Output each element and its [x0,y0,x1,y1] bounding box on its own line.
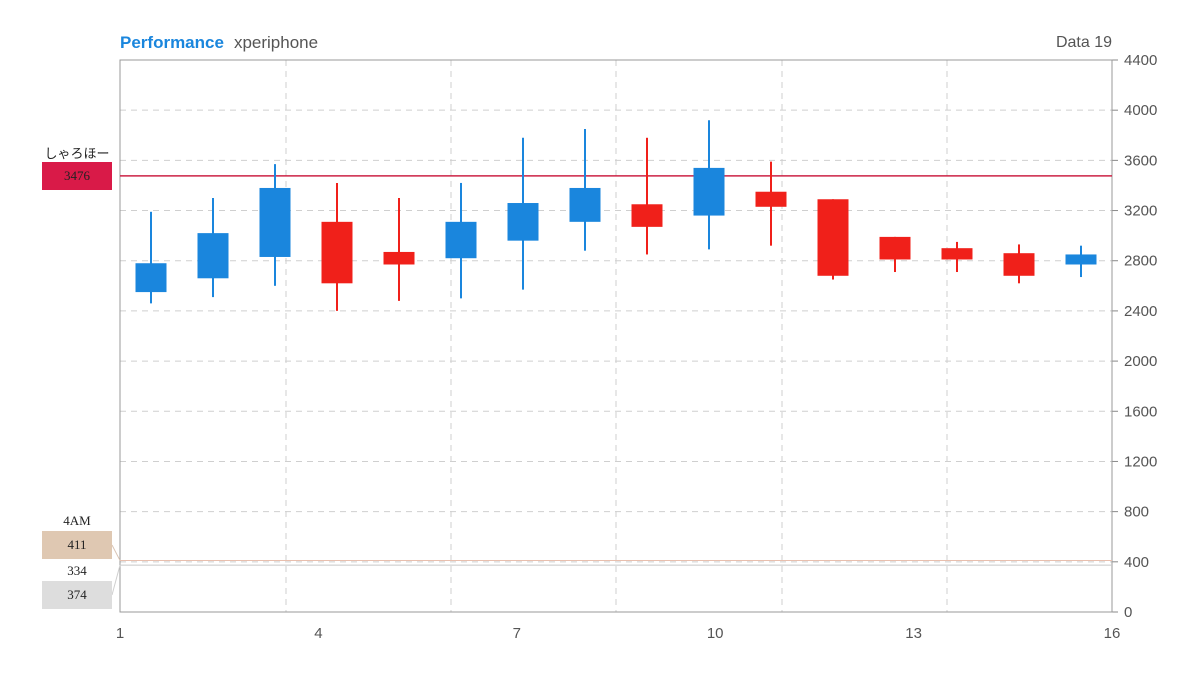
marker-2-connector [111,544,121,561]
chart-title: Performance xperiphone [120,33,318,53]
marker-1-value-badge: 3476 [42,162,112,190]
y-tick-label: 0 [1124,604,1132,621]
y-tick-label: 1200 [1124,453,1157,470]
plot-frame [119,59,1113,613]
y-tick-label: 3200 [1124,203,1157,220]
y-tick-label: 4000 [1124,102,1157,119]
chart-subtitle: xperiphone [233,33,319,52]
candle-body [941,248,973,260]
marker-3-label: 334 [67,563,87,578]
candle-body [569,187,601,222]
candle-body [755,191,787,207]
marker-2-value-badge: 411 [42,531,112,559]
y-tick-label: 4400 [1124,52,1157,69]
x-tick-label: 10 [707,625,724,642]
x-tick-label: 13 [905,625,922,642]
chart-title-main: Performance [120,33,224,52]
candle-body [693,167,725,216]
y-tick-label: 2000 [1124,353,1157,370]
marker-3-connector [111,564,121,596]
candle-body [383,251,415,265]
candle-body [445,221,477,259]
x-tick-label: 1 [116,625,124,642]
x-tick-label: 4 [314,625,322,642]
y-tick-label: 2800 [1124,253,1157,270]
candle-body [1003,253,1035,276]
candle-body [631,204,663,227]
y-tick-label: 400 [1124,554,1149,571]
candle-body [259,187,291,257]
y-tick-label: 1600 [1124,403,1157,420]
x-tick-label: 16 [1104,625,1121,642]
marker-3-value-badge: 374 [42,581,112,609]
y-tick-label: 2400 [1124,303,1157,320]
y-tick-label: 3600 [1124,152,1157,169]
candle-body [135,263,167,293]
x-tick-label: 7 [513,625,521,642]
candle-body [879,236,911,260]
marker-2-label: 4AM [63,513,91,528]
candle-body [507,203,539,241]
y-tick-label: 800 [1124,504,1149,521]
candle-body [1065,254,1097,265]
candle-body [817,199,849,276]
series-label: Data 19 [1055,34,1112,51]
marker-1-label: しゃろほー [44,146,110,161]
candle-body [197,233,229,279]
candle-body [321,221,353,284]
